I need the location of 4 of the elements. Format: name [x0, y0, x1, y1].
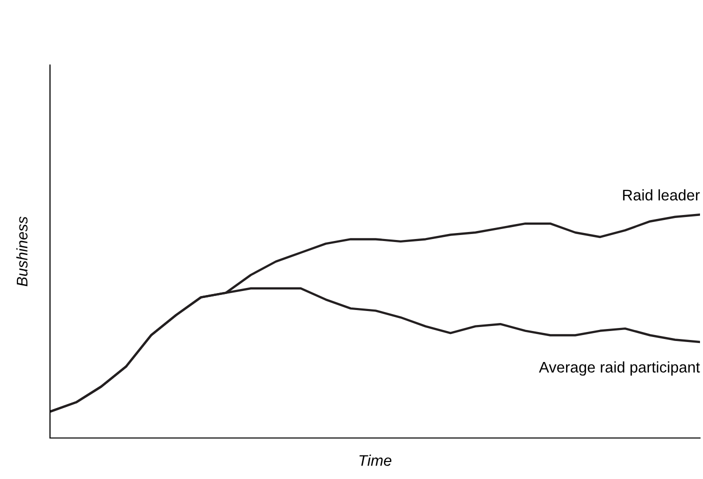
y-axis-title: Bushiness	[16, 216, 28, 286]
x-axis-title: Time	[359, 454, 392, 466]
series-label: Raid leader	[623, 189, 700, 201]
series-label: Average raid participant	[538, 361, 700, 376]
